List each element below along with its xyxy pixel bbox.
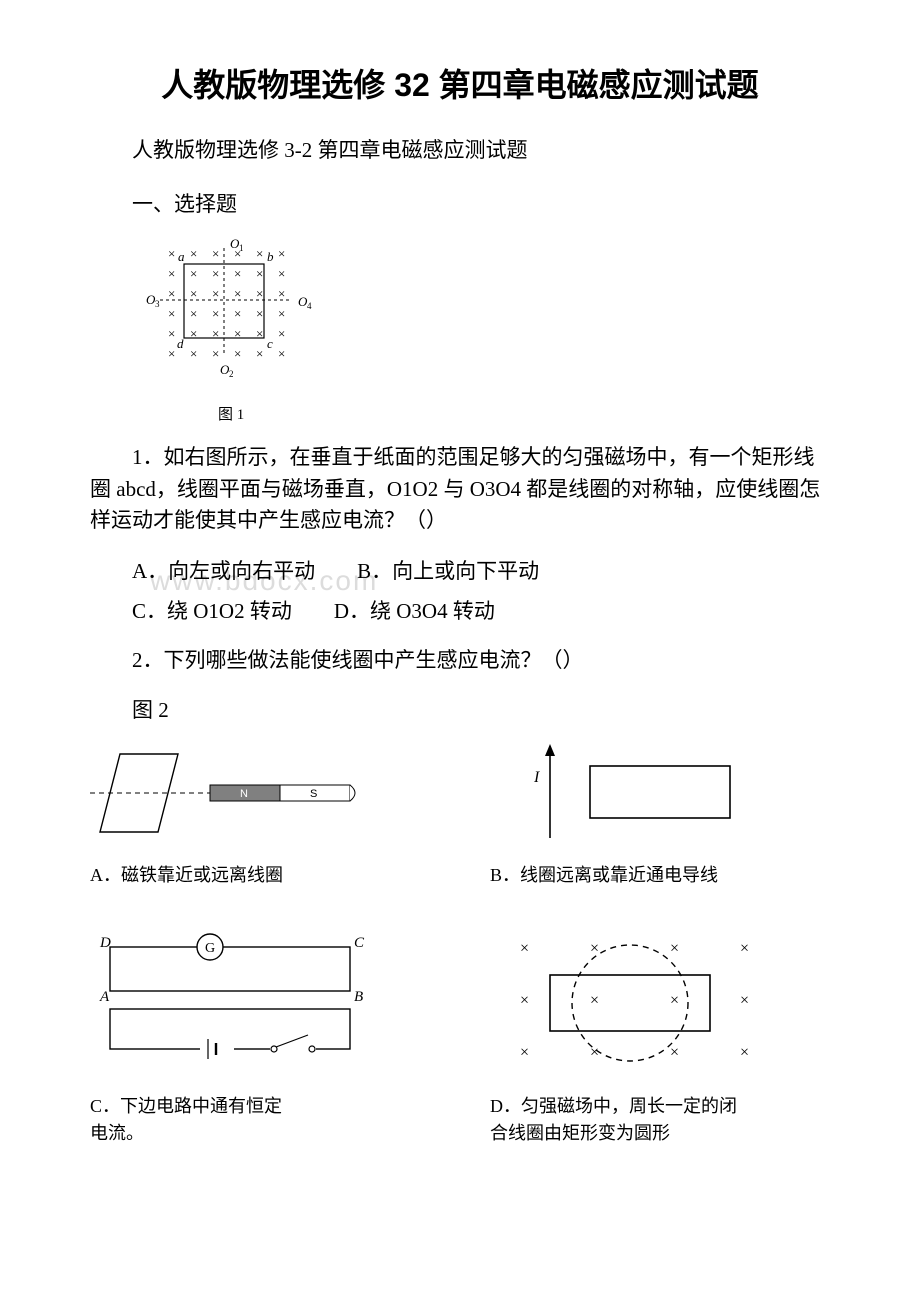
svg-text:×: × (278, 306, 285, 321)
galvanometer-g-label: G (205, 941, 215, 956)
svg-text:×: × (256, 346, 263, 361)
q1-stem: 1．如右图所示，在垂直于纸面的范围足够大的匀强磁场中，有一个矩形线圈 abcd，… (90, 442, 830, 537)
circuit-c-label: C (354, 935, 365, 951)
svg-text:×: × (256, 306, 263, 321)
q1-opt-c: C．绕 O1O2 转动 (132, 599, 292, 623)
svg-text:×: × (190, 326, 197, 341)
current-i-label: I (533, 769, 540, 786)
svg-text:×: × (168, 266, 175, 281)
svg-text:×: × (212, 326, 219, 341)
fig2-d: ×××× ×××× ×××× D．匀强磁场中，周长一定的闭合线圈由矩形变为圆形 (490, 929, 830, 1147)
svg-text:×: × (212, 286, 219, 301)
svg-text:×: × (190, 306, 197, 321)
fig2-a-caption: A．磁铁靠近或远离线圈 (90, 862, 430, 889)
magnet-s-label: S (310, 788, 317, 800)
svg-text:×: × (740, 940, 749, 957)
q1-opt-a: A．向左或向右平动 (132, 559, 315, 583)
fig2-b: I B．线圈远离或靠近通电导线 (490, 738, 830, 889)
svg-text:×: × (278, 326, 285, 341)
svg-text:×: × (278, 286, 285, 301)
fig2-b-caption: B．线圈远离或靠近通电导线 (490, 862, 830, 889)
svg-text:×: × (520, 992, 529, 1009)
svg-text:×: × (520, 940, 529, 957)
svg-text:4: 4 (307, 301, 312, 311)
q1-opt-d: D．绕 O3O4 转动 (334, 599, 495, 623)
svg-text:×: × (190, 266, 197, 281)
svg-text:×: × (168, 346, 175, 361)
svg-text:3: 3 (155, 299, 160, 309)
svg-text:×: × (168, 286, 175, 301)
fig2-c: G D C A B C．下边电路中通有恒定电流。 (90, 929, 430, 1147)
svg-text:×: × (256, 246, 263, 261)
fig1-a-label: a (178, 249, 185, 264)
svg-text:×: × (278, 346, 285, 361)
section-heading: 一、选择题 (90, 188, 830, 218)
figure1-caption: 图 1 (218, 403, 830, 424)
svg-text:×: × (234, 266, 241, 281)
q2-stem: 2．下列哪些做法能使线圈中产生感应电流？（） (90, 645, 830, 677)
svg-text:×: × (740, 992, 749, 1009)
fig1-c-label: c (267, 336, 273, 351)
svg-text:×: × (670, 1044, 679, 1061)
fig1-d-label: d (177, 336, 184, 351)
svg-text:×: × (234, 326, 241, 341)
fig2-d-caption: D．匀强磁场中，周长一定的闭合线圈由矩形变为圆形 (490, 1093, 750, 1147)
svg-text:×: × (234, 346, 241, 361)
circuit-d-label: D (99, 935, 111, 951)
svg-text:×: × (190, 246, 197, 261)
svg-text:×: × (168, 246, 175, 261)
q1-opt-b: B．向上或向下平动 (357, 559, 539, 583)
figure2-label: 图 2 (90, 694, 830, 724)
svg-text:×: × (234, 246, 241, 261)
figure-2-grid: N S A．磁铁靠近或远离线圈 I B．线圈远离或靠近通电导线 G D C A (90, 738, 830, 1147)
fig1-b-label: b (267, 249, 274, 264)
svg-text:×: × (234, 286, 241, 301)
fig2-a: N S A．磁铁靠近或远离线圈 (90, 738, 430, 889)
q1-options-row1: A．向左或向右平动 B．向上或向下平动 (90, 555, 830, 585)
subtitle: 人教版物理选修 3-2 第四章电磁感应测试题 (90, 134, 830, 164)
circuit-a-label: A (99, 989, 110, 1005)
svg-text:×: × (212, 306, 219, 321)
svg-text:×: × (234, 306, 241, 321)
circuit-b-label: B (354, 989, 363, 1005)
page-title: 人教版物理选修 32 第四章电磁感应测试题 (90, 60, 830, 106)
fig2-c-caption: C．下边电路中通有恒定电流。 (90, 1093, 290, 1147)
svg-text:×: × (670, 992, 679, 1009)
svg-text:×: × (168, 326, 175, 341)
svg-text:×: × (212, 266, 219, 281)
svg-text:×: × (520, 1044, 529, 1061)
figure-1: O 1 ×××××× ×××××× ×××××× ×××××× ×××××× ×… (138, 236, 830, 424)
magnet-n-label: N (240, 788, 248, 800)
svg-text:2: 2 (229, 369, 234, 379)
svg-text:×: × (278, 246, 285, 261)
svg-text:×: × (212, 246, 219, 261)
svg-text:×: × (190, 346, 197, 361)
svg-text:×: × (278, 266, 285, 281)
svg-text:×: × (740, 1044, 749, 1061)
q1-options-row2: C．绕 O1O2 转动 D．绕 O3O4 转动 (90, 595, 830, 625)
svg-text:×: × (168, 306, 175, 321)
svg-text:×: × (590, 940, 599, 957)
svg-text:×: × (670, 940, 679, 957)
svg-text:×: × (256, 286, 263, 301)
svg-text:×: × (590, 992, 599, 1009)
svg-text:×: × (256, 266, 263, 281)
svg-text:×: × (190, 286, 197, 301)
svg-text:×: × (256, 326, 263, 341)
svg-text:×: × (212, 346, 219, 361)
